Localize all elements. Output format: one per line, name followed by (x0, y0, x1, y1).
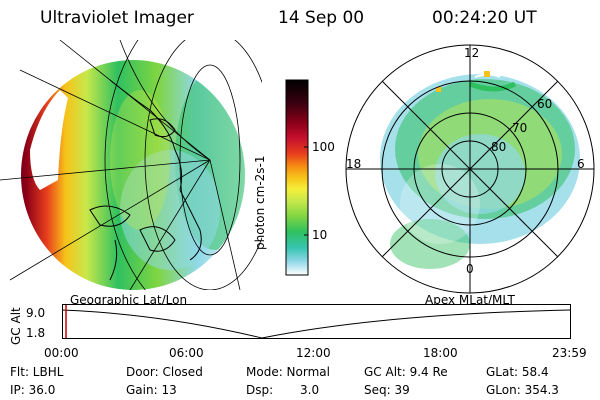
status-gain: Gain: 13 (126, 383, 177, 397)
colorbar-tick-10: 10 (312, 228, 328, 242)
status-door: Door: Closed (126, 365, 203, 379)
mlt-label-12: 12 (464, 46, 480, 60)
right-projection-label: Apex MLat/MLT (425, 293, 515, 307)
altitude-axis-label: GC Alt (9, 307, 23, 345)
status-ip: IP: 36.0 (10, 383, 56, 397)
time-tick-0000: 00:00 (44, 346, 79, 360)
mlat-label-70: 70 (512, 121, 528, 135)
mlat-label-80: 80 (491, 140, 507, 154)
altitude-strip-plot (62, 304, 571, 339)
status-glat: GLat: 58.4 (486, 365, 549, 379)
mlt-label-18: 18 (346, 157, 362, 171)
date-label: 14 Sep 00 (278, 8, 365, 28)
colorbar-tick-100: 100 (312, 140, 335, 154)
mlt-label-6: 6 (577, 157, 585, 171)
status-mode: Mode: Normal (246, 365, 330, 379)
instrument-title: Ultraviolet Imager (40, 8, 194, 28)
polar-mlat-mlt-image (345, 44, 595, 294)
mlt-label-0: 0 (466, 262, 474, 276)
status-glon: GLon: 354.3 (486, 383, 559, 397)
time-tick-2359: 23:59 (552, 346, 587, 360)
status-dsp-label: Dsp: (246, 383, 274, 397)
left-projection-label: Geographic Lat/Lon (70, 293, 188, 307)
status-gc-alt: GC Alt: 9.4 Re (364, 365, 448, 379)
mlat-label-60: 60 (537, 97, 553, 111)
time-tick-0600: 06:00 (169, 346, 204, 360)
intensity-colorbar (285, 79, 309, 276)
time-tick-1800: 18:00 (423, 346, 458, 360)
altitude-tick-9: 9.0 (26, 306, 46, 320)
altitude-tick-1-8: 1.8 (26, 326, 46, 340)
time-label: 00:24:20 UT (432, 8, 537, 28)
geographic-auroral-image (0, 40, 262, 290)
status-seq: Seq: 39 (364, 383, 410, 397)
status-dsp-value: 3.0 (300, 383, 320, 397)
colorbar-unit-label: photon cm-2s-1 (253, 155, 267, 251)
time-tick-1200: 12:00 (296, 346, 331, 360)
status-filter: Flt: LBHL (10, 365, 64, 379)
